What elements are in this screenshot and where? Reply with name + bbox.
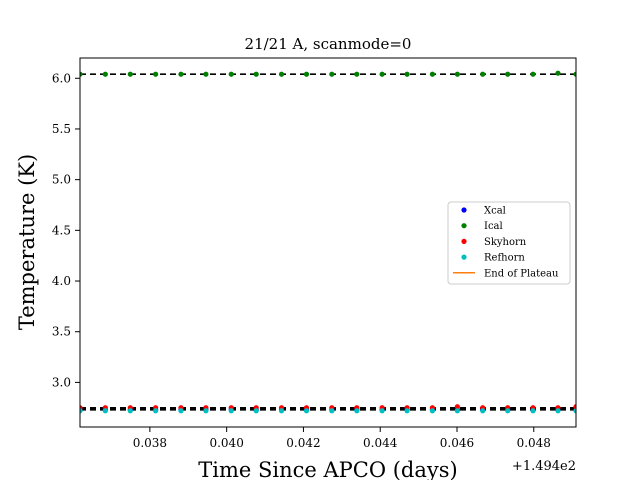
legend: Xcal Ical Skyhorn Refhorn End of Plateau: [447, 201, 571, 285]
refhorn-point: [379, 408, 385, 414]
legend-label: Xcal: [484, 206, 506, 217]
ical-point: [555, 70, 561, 76]
skyhorn-point: [454, 404, 460, 410]
y-tick-label: 4.0: [52, 274, 71, 288]
ical-point: [454, 71, 460, 77]
ical-point: [379, 71, 385, 77]
refhorn-point: [153, 408, 159, 414]
plot-area: [80, 70, 576, 414]
y-axis: 3.0 3.5 4.0 4.5 5.0 5.5 6.0: [52, 71, 80, 389]
skyhorn-point: [573, 404, 576, 410]
x-tick-label: 0.040: [209, 436, 243, 450]
refhorn-point: [228, 408, 234, 414]
ical-point: [153, 71, 159, 77]
ical-point: [178, 71, 184, 77]
refhorn-point: [278, 408, 285, 414]
y-tick-label: 3.0: [52, 375, 71, 389]
ical-point: [329, 71, 335, 77]
refhorn-point: [178, 408, 184, 414]
refhorn-point: [303, 408, 310, 414]
ical-point: [404, 71, 410, 77]
x-tick-label: 0.046: [440, 436, 474, 450]
plot-frame: [79, 57, 577, 428]
y-tick-label: 4.5: [52, 223, 71, 237]
refhorn-point: [127, 408, 133, 414]
refhorn-point: [505, 408, 511, 414]
refhorn-point: [354, 408, 360, 414]
x-tick-label: 0.038: [133, 436, 167, 450]
refhorn-point: [530, 408, 536, 414]
ical-point: [278, 71, 285, 77]
ical-point: [429, 71, 436, 77]
refhorn-point: [80, 408, 83, 414]
y-tick-label: 6.0: [52, 71, 71, 85]
legend-marker: [461, 207, 467, 213]
ical-point: [102, 71, 108, 77]
ical-point: [354, 71, 360, 77]
ical-point: [80, 71, 83, 77]
ical-point: [505, 71, 511, 77]
refhorn-point: [404, 408, 410, 414]
legend-label: Ical: [484, 221, 503, 232]
x-tick-label: 0.048: [517, 436, 551, 450]
ical-point: [203, 71, 209, 77]
x-tick-label: 0.042: [286, 436, 320, 450]
x-tick-label: 0.044: [363, 436, 398, 450]
refhorn-point: [102, 408, 108, 414]
refhorn-point: [429, 408, 436, 414]
legend-label: Skyhorn: [484, 237, 527, 248]
refhorn-point: [555, 408, 561, 414]
ical-point: [480, 71, 486, 77]
legend-label: Refhorn: [484, 253, 525, 264]
ical-point: [228, 71, 234, 77]
legend-marker: [461, 223, 467, 229]
refhorn-point: [454, 408, 460, 414]
chart-title: 21/21 A, scanmode=0: [245, 35, 412, 53]
ical-point: [573, 71, 576, 77]
refhorn-point: [480, 408, 486, 414]
legend-marker: [461, 254, 467, 260]
legend-marker: [461, 238, 467, 244]
ical-point: [127, 71, 133, 77]
y-tick-label: 5.5: [52, 122, 71, 136]
x-offset-label: +1.494e2: [512, 459, 576, 474]
x-axis: 0.038 0.040 0.042 0.044 0.046 0.048: [133, 427, 551, 450]
legend-label: End of Plateau: [484, 268, 559, 279]
y-tick-label: 5.0: [52, 173, 71, 187]
y-axis-label: Temperature (K): [15, 154, 39, 330]
ical-point: [253, 71, 259, 77]
y-tick-label: 3.5: [52, 325, 71, 339]
refhorn-point: [573, 408, 576, 414]
refhorn-point: [329, 408, 335, 414]
legend-box: [447, 201, 571, 285]
ical-point: [303, 71, 310, 77]
refhorn-point: [203, 408, 209, 414]
ical-point: [530, 71, 536, 77]
x-axis-label: Time Since APCO (days): [198, 458, 457, 480]
refhorn-point: [253, 408, 259, 414]
